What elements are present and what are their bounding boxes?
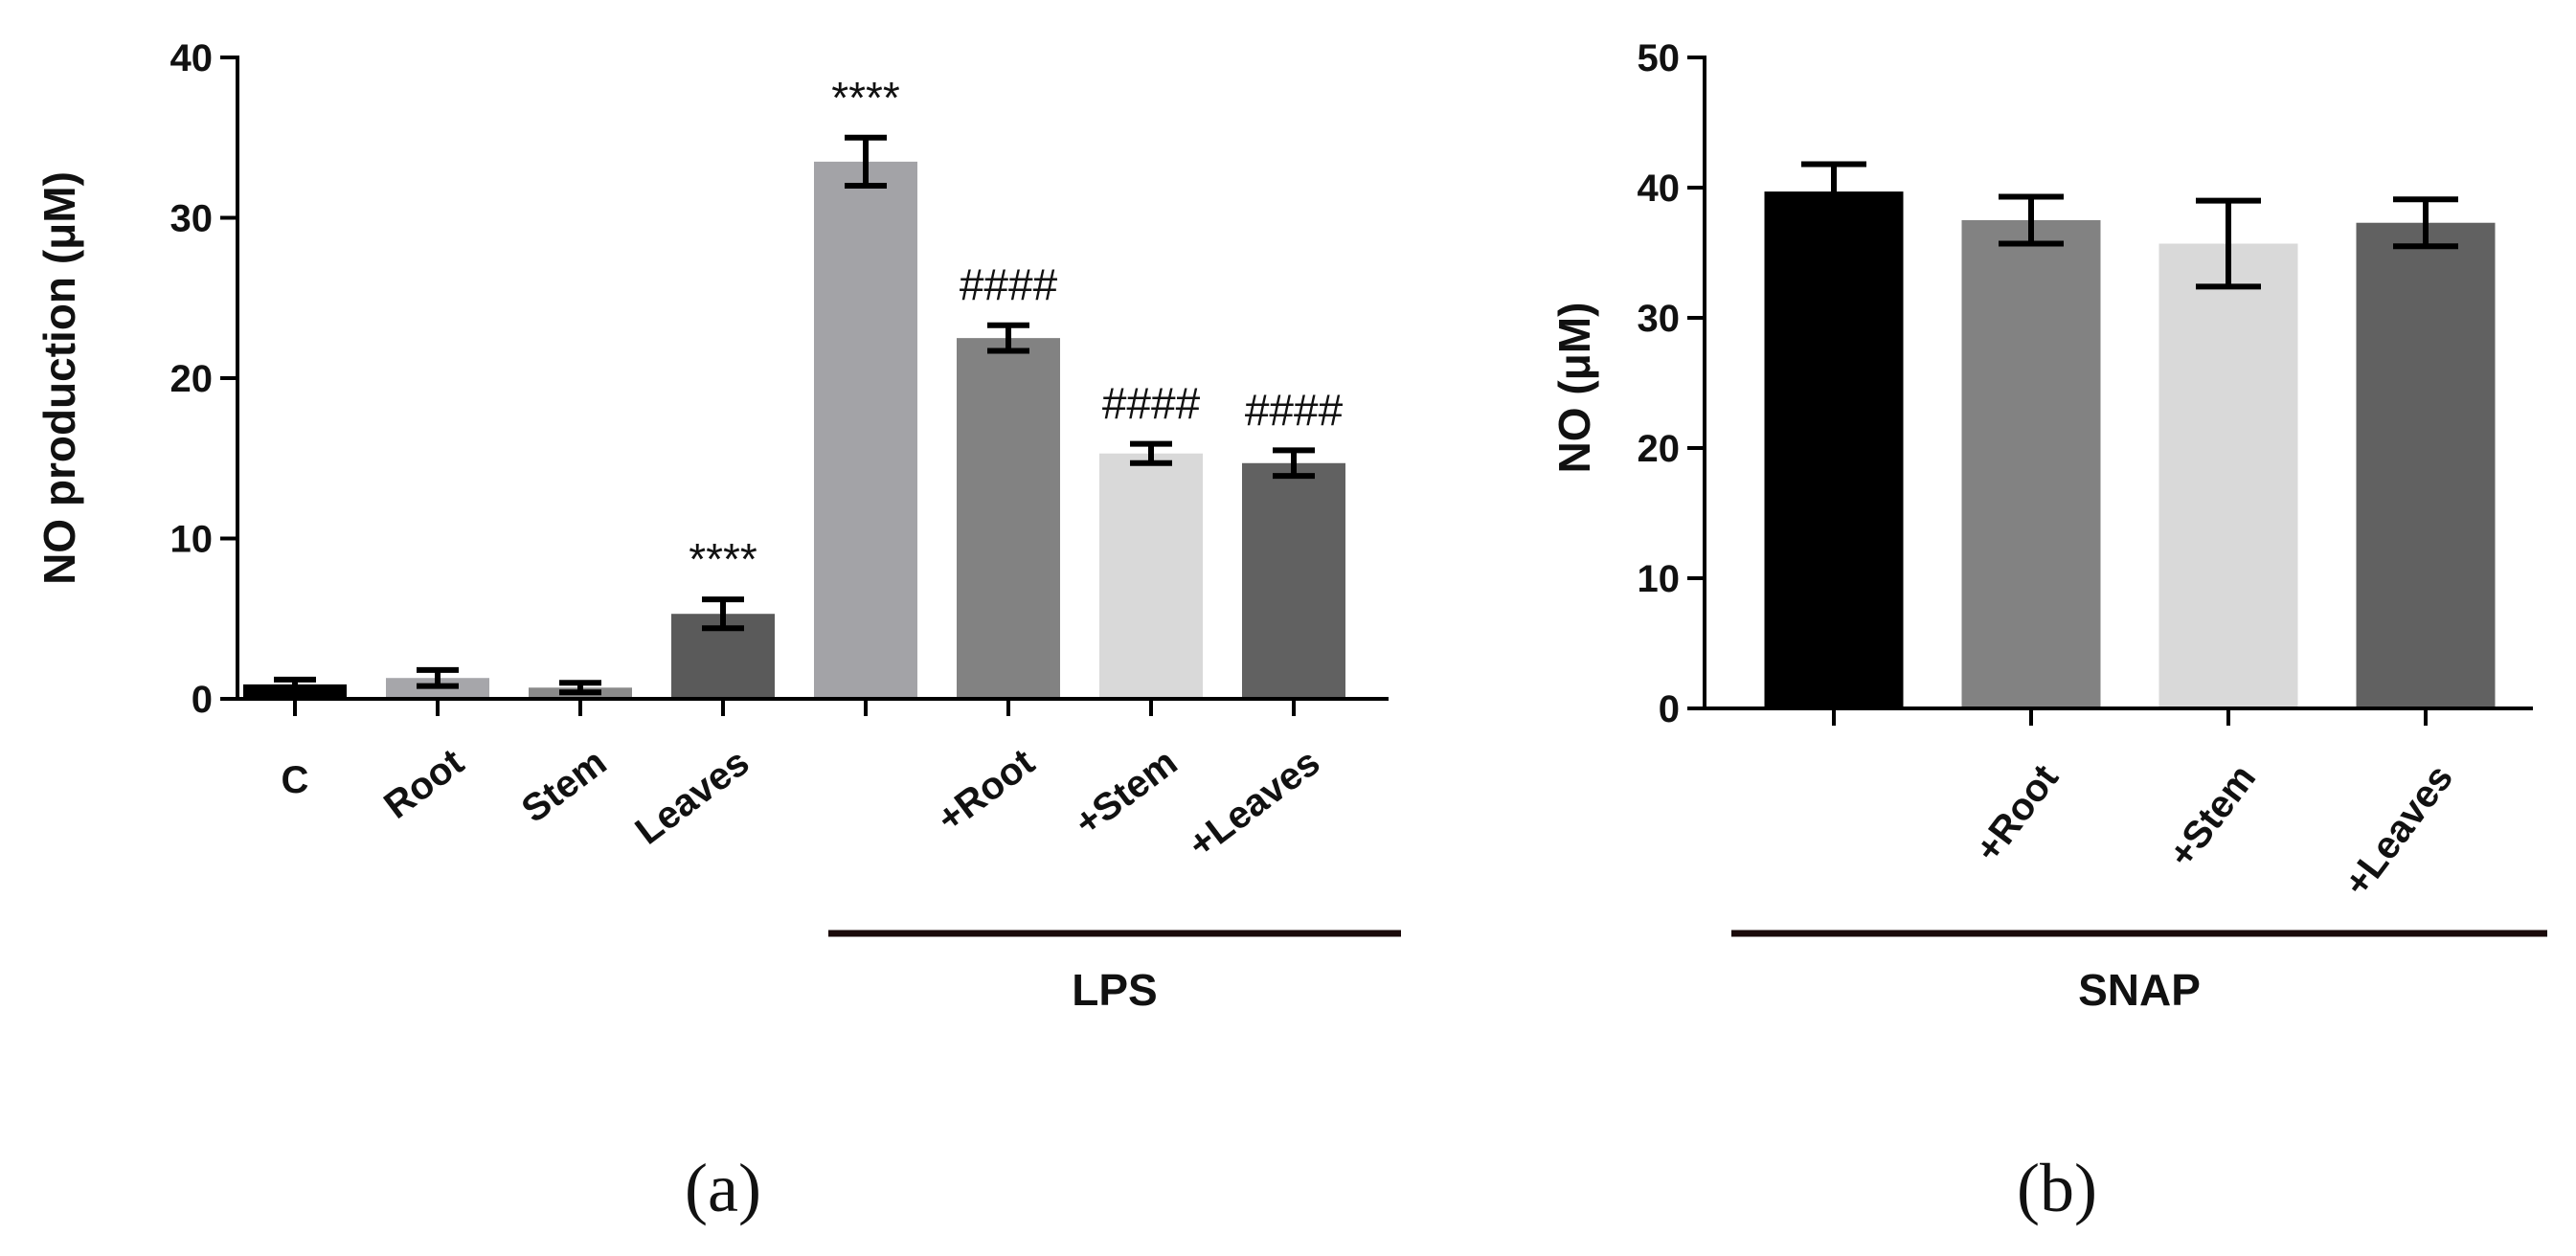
significance-label: ****	[831, 73, 900, 123]
category-label: Stem	[514, 741, 615, 831]
category-label: +Stem	[2160, 757, 2264, 875]
y-axis-label: NO production (μM)	[34, 171, 84, 585]
category-label: +Root	[1967, 757, 2067, 870]
bar	[2356, 222, 2496, 708]
significance-label: ####	[960, 260, 1058, 310]
y-tick-label: 40	[1638, 168, 1681, 210]
significance-label: ####	[1245, 385, 1344, 435]
y-axis-label: NO (μM)	[1549, 303, 1599, 474]
group-label: LPS	[1072, 965, 1157, 1015]
significance-label: ****	[689, 534, 757, 584]
y-tick-label: 0	[1659, 688, 1680, 730]
y-tick-label: 20	[170, 358, 214, 400]
category-label: +Leaves	[1181, 741, 1327, 866]
group-label: SNAP	[2078, 965, 2201, 1015]
bar	[1099, 453, 1203, 699]
y-tick-label: 50	[1638, 37, 1681, 79]
panel-label: (a)	[685, 1150, 761, 1226]
bar	[1961, 220, 2101, 708]
category-label: +Leaves	[2336, 757, 2461, 904]
panel-label: (b)	[2017, 1150, 2097, 1226]
y-tick-label: 0	[192, 679, 213, 721]
panel-b-chart: 0 10 20 30 40 50 +Root +Stem +Leaves NO (μM) SNAP (…	[1549, 37, 2547, 1226]
y-tick-label: 10	[170, 519, 214, 561]
y-tick-label: 40	[170, 37, 214, 79]
category-label: +Root	[930, 741, 1043, 841]
bar	[814, 161, 917, 699]
significance-label: ####	[1102, 379, 1201, 429]
y-tick-label: 30	[1638, 298, 1681, 340]
category-label: Root	[376, 741, 471, 827]
y-tick-label: 10	[1638, 558, 1681, 600]
y-tick-label: 20	[1638, 428, 1681, 470]
category-label: C	[282, 759, 309, 801]
bar	[1242, 462, 1345, 699]
bar	[1764, 191, 1904, 708]
category-label: +Stem	[1067, 741, 1185, 844]
bar	[957, 338, 1060, 699]
panel-a-chart: **** **** #### #### #### 0 10 20 30 40 C Root Stem Le…	[34, 37, 1401, 1226]
y-tick-label: 30	[170, 198, 214, 240]
bar	[2158, 243, 2298, 709]
category-label: Leaves	[628, 741, 757, 853]
